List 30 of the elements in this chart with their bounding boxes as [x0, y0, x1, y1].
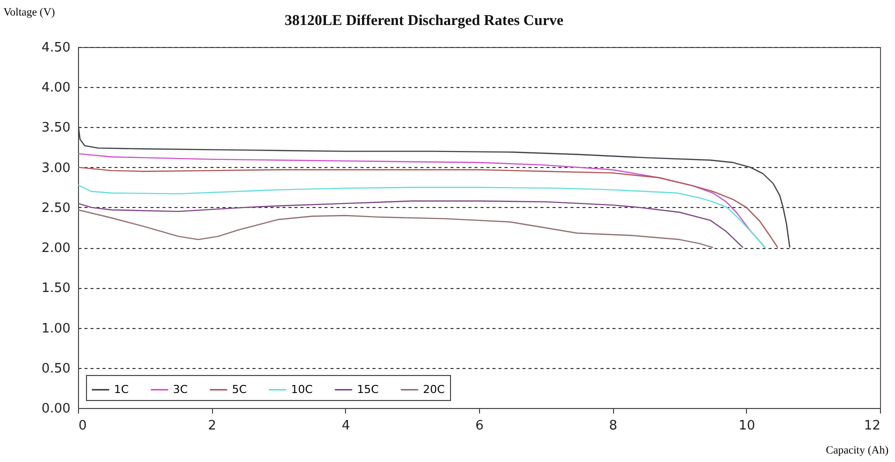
- y-axis-title: Voltage (V): [4, 6, 56, 18]
- line-series: [78, 209, 714, 248]
- y-tick-label: 2.50: [42, 200, 70, 216]
- y-tick-label: 0.50: [42, 361, 70, 376]
- y-tick-label: 4.00: [42, 80, 70, 96]
- y-tick-label: 4.50: [42, 40, 70, 56]
- x-tick-label: 2: [208, 418, 216, 434]
- line-series: [78, 184, 766, 248]
- y-tick-label: 0.00: [42, 402, 70, 416]
- legend-label: 1C: [114, 382, 129, 396]
- x-tick-label: 4: [342, 418, 350, 434]
- x-tick-label: 10: [738, 418, 756, 434]
- line-series: [78, 200, 744, 248]
- x-axis-title: Capacity (Ah): [826, 444, 889, 456]
- x-tick-label: 8: [609, 418, 618, 434]
- chart-title: 38120LE Different Discharged Rates Curve: [284, 13, 564, 29]
- legend-label: 10C: [291, 382, 313, 396]
- line-series: [78, 166, 778, 248]
- legend-label: 15C: [357, 382, 379, 396]
- y-tick-label: 3.50: [42, 120, 70, 136]
- x-tick-label: 0: [78, 418, 87, 434]
- x-tick-label: 12: [864, 418, 880, 434]
- legend-label: 3C: [173, 382, 188, 396]
- x-tick-label: 6: [475, 418, 484, 434]
- y-tick-label: 1.00: [42, 321, 70, 336]
- legend-label: 20C: [423, 382, 445, 396]
- y-tick-label: 3.00: [42, 160, 70, 176]
- legend-label: 5C: [232, 382, 247, 396]
- y-tick-label: 2.00: [42, 241, 70, 256]
- y-tick-label: 1.50: [42, 281, 70, 296]
